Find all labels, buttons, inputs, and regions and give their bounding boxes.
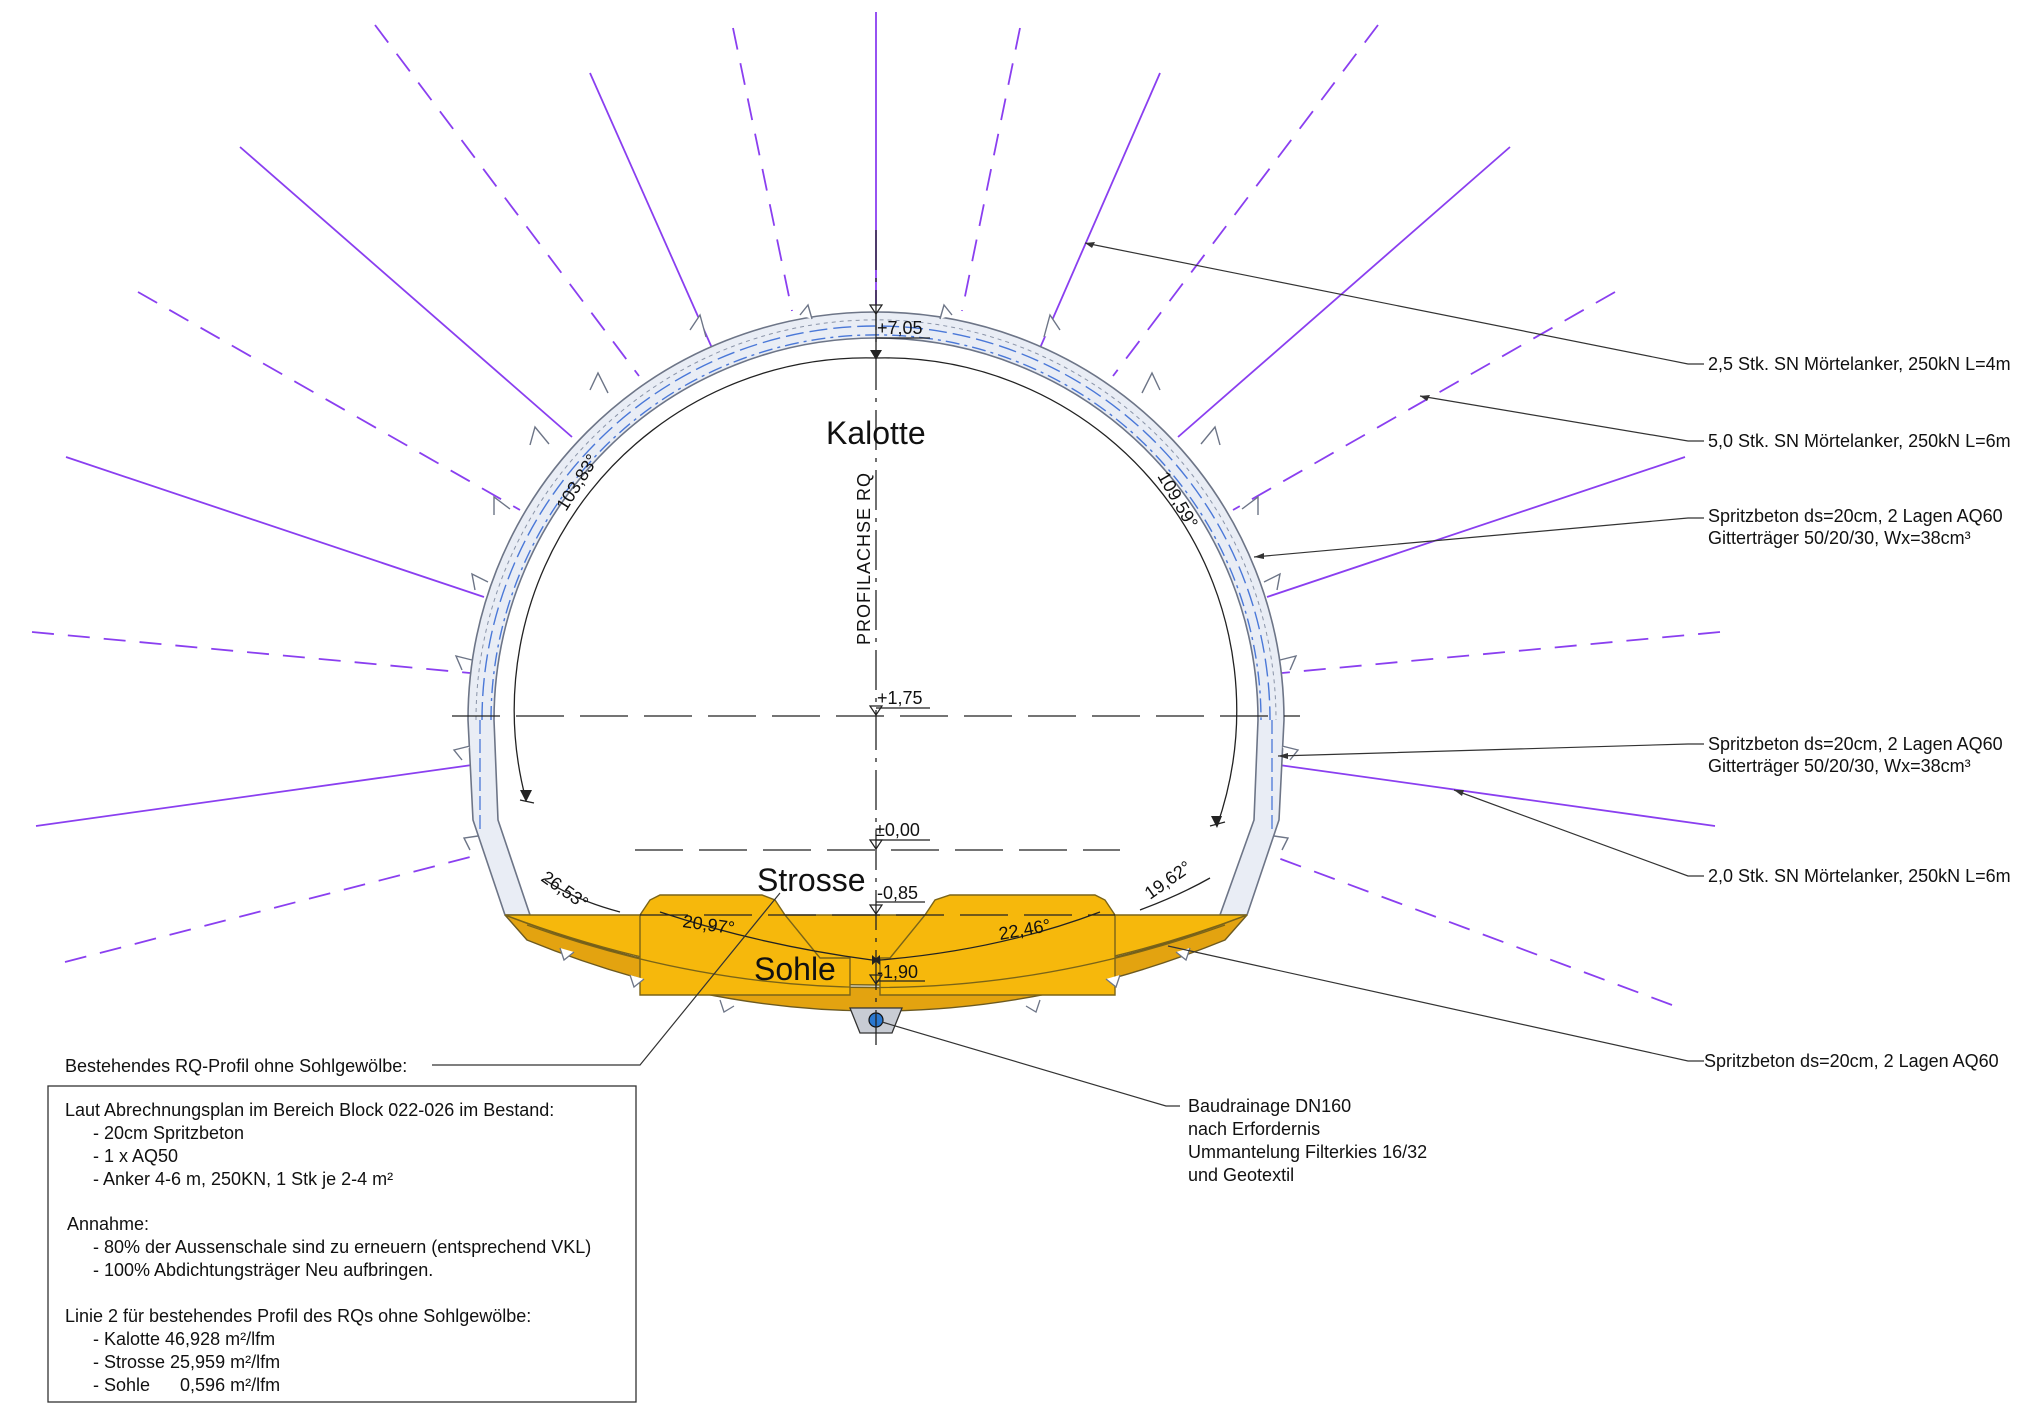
anchor-line <box>1278 764 1716 827</box>
callout-shotcrete-sohle: Spritzbeton ds=20cm, 2 Lagen AQ60 <box>1704 1051 1999 1071</box>
anchor-line-dashed <box>137 291 521 511</box>
label-kalotte: Kalotte <box>826 415 926 451</box>
notes-frame <box>47 1085 637 1403</box>
note-line: - Strosse 25,959 m²/lfm <box>93 1352 280 1372</box>
anchor-line-dashed <box>961 27 1021 312</box>
anchor-line <box>35 764 473 827</box>
anchor-line <box>589 72 713 349</box>
anchor-line <box>65 456 485 598</box>
anchor-line <box>1266 456 1686 598</box>
note-line: - Anker 4-6 m, 250KN, 1 Stk je 2-4 m² <box>93 1169 393 1189</box>
angle-left-strosse: 26,53° <box>538 867 592 913</box>
label-strosse: Strosse <box>757 862 865 898</box>
label-sohle: Sohle <box>754 951 836 987</box>
rock-anchors <box>31 12 1721 1006</box>
callout-shotcrete-strosse: Spritzbeton ds=20cm, 2 Lagen AQ60 <box>1708 734 2003 754</box>
tunnel-lining <box>452 303 1300 916</box>
level-top: +7,05 <box>877 318 923 338</box>
angle-dimensions <box>513 357 1238 965</box>
level-sohle: -1,90 <box>877 962 918 982</box>
note-line: - 100% Abdichtungsträger Neu aufbringen. <box>93 1260 433 1280</box>
shotcrete-shell <box>467 311 1285 916</box>
callout-anchor-6m-upper: 5,0 Stk. SN Mörtelanker, 250kN L=6m <box>1708 431 2011 451</box>
anchor-line-dashed <box>1112 24 1379 377</box>
angle-right-strosse: 19,62° <box>1141 857 1195 903</box>
note-line: - Sohle 0,596 m²/lfm <box>93 1375 280 1395</box>
callout-existing-profile: Bestehendes RQ-Profil ohne Sohlgewölbe: <box>65 1056 407 1076</box>
callout-shotcrete-kalotte: Spritzbeton ds=20cm, 2 Lagen AQ60 <box>1708 506 2003 526</box>
anchor-line-dashed <box>1232 291 1616 511</box>
drainage-line-1: Baudrainage DN160 <box>1188 1096 1351 1116</box>
profile-axis-label: PROFILACHSE RQ <box>854 472 874 645</box>
callout-lattice-kalotte: Gitterträger 50/20/30, Wx=38cm³ <box>1708 528 1971 548</box>
note-line: - Kalotte 46,928 m²/lfm <box>93 1329 275 1349</box>
drainage-line-2: nach Erfordernis <box>1188 1119 1320 1139</box>
anchor-line <box>1177 146 1511 438</box>
callout-anchor-4m: 2,5 Stk. SN Mörtelanker, 250kN L=4m <box>1708 354 2011 374</box>
level-zero: ±0,00 <box>875 820 920 840</box>
drainage-line-4: und Geotextil <box>1188 1165 1294 1185</box>
drainage-callout: Baudrainage DN160 nach Erfordernis Umman… <box>1188 1096 1427 1185</box>
note-line: Laut Abrechnungsplan im Bereich Block 02… <box>65 1100 554 1120</box>
note-line: Annahme: <box>67 1214 149 1234</box>
note-line: - 1 x AQ50 <box>93 1146 178 1166</box>
rock-surface-teeth <box>452 303 1300 851</box>
anchor-line-dashed <box>374 24 640 377</box>
callout-anchor-6m-lower: 2,0 Stk. SN Mörtelanker, 250kN L=6m <box>1708 866 2011 886</box>
drainage-line-3: Ummantelung Filterkies 16/32 <box>1188 1142 1427 1162</box>
note-line: - 80% der Aussenschale sind zu erneuern … <box>93 1237 591 1257</box>
anchor-line <box>239 146 573 438</box>
level-strosse: -0,85 <box>877 883 918 903</box>
note-line: - 20cm Spritzbeton <box>93 1123 244 1143</box>
level-springline: +1,75 <box>877 688 923 708</box>
leader-lines <box>432 242 1704 1107</box>
anchor-line-dashed <box>1281 631 1721 674</box>
notes-box: Laut Abrechnungsplan im Bereich Block 02… <box>47 1085 637 1403</box>
note-line: Linie 2 für bestehendes Profil des RQs o… <box>65 1306 531 1326</box>
anchor-line-dashed <box>732 27 793 312</box>
reference-lines <box>452 230 1300 1045</box>
anchor-line-dashed <box>31 631 471 674</box>
anchor-line <box>1039 72 1161 349</box>
anchor-line-dashed <box>64 854 479 963</box>
callout-lattice-strosse: Gitterträger 50/20/30, Wx=38cm³ <box>1708 756 1971 776</box>
